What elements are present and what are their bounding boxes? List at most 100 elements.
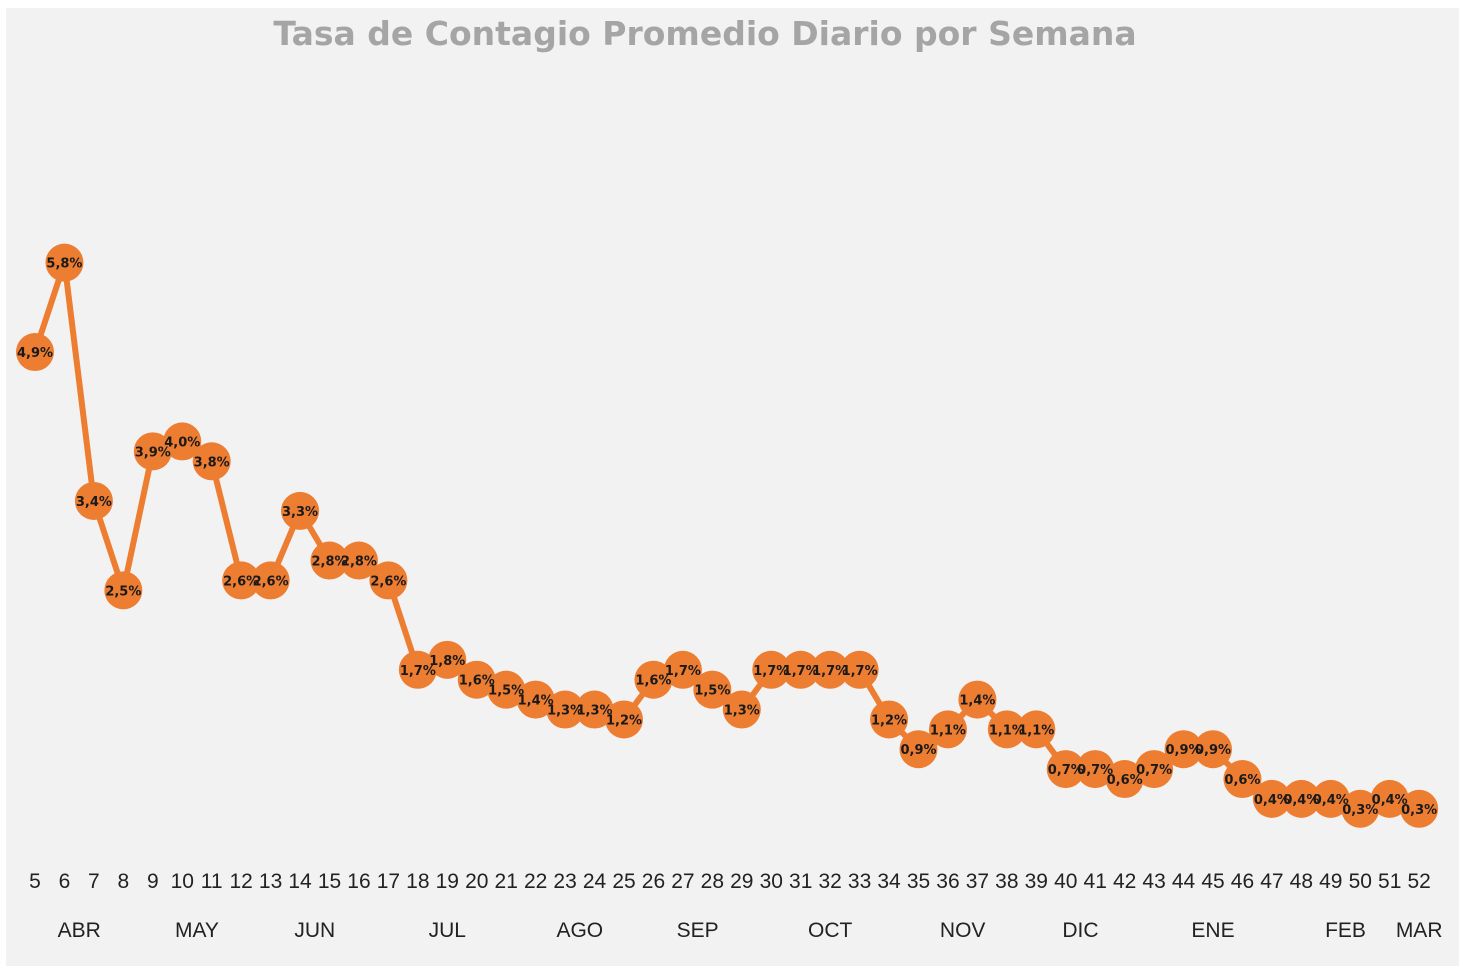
data-label: 3,8% — [194, 455, 230, 470]
x-tick-label: 34 — [877, 870, 901, 893]
data-point — [1017, 710, 1056, 749]
data-label: 0,4% — [1313, 793, 1349, 808]
data-point — [1194, 730, 1232, 769]
x-tick-label: 23 — [553, 870, 576, 893]
data-point — [1282, 779, 1321, 818]
x-tick-label: 48 — [1290, 870, 1313, 893]
data-label: 1,3% — [577, 704, 613, 719]
data-point — [575, 690, 614, 729]
series-line — [32, 259, 1421, 812]
data-label: 0,6% — [1224, 773, 1260, 788]
data-label: 2,6% — [370, 574, 406, 589]
data-label: 1,7% — [665, 664, 701, 679]
x-tick-label: 14 — [288, 870, 312, 893]
x-tick-label: 13 — [259, 870, 282, 893]
data-label: 1,7% — [753, 664, 789, 679]
month-label: MAR — [1396, 919, 1443, 942]
month-label: OCT — [808, 919, 853, 942]
x-tick-label: 32 — [818, 870, 841, 893]
data-point — [752, 650, 791, 689]
data-point — [958, 680, 997, 719]
data-label: 4,9% — [17, 346, 53, 361]
plot-area — [6, 8, 1459, 966]
data-label: 0,9% — [900, 743, 936, 758]
data-label: 1,7% — [842, 664, 878, 679]
data-label: 1,5% — [488, 684, 524, 699]
month-label: DIC — [1062, 919, 1098, 942]
data-point — [1400, 789, 1439, 828]
data-label: 1,1% — [930, 723, 966, 738]
month-labels: ABR MAY JUN JUL AGO SEP OCT NOV DIC ENE FEB MAR — [58, 919, 1443, 942]
x-tick-label: 8 — [118, 870, 130, 893]
data-point — [663, 650, 702, 689]
data-point — [987, 710, 1026, 749]
x-tick-label: 39 — [1025, 870, 1048, 893]
x-tick-label: 46 — [1231, 870, 1254, 893]
data-point — [428, 640, 467, 679]
month-label: ENE — [1191, 919, 1234, 942]
data-point — [1164, 730, 1203, 769]
data-point — [163, 422, 202, 461]
x-tick-label: 21 — [495, 870, 518, 893]
x-axis-ticks: 5 6 7 8 9 10 11 12 13 14 15 16 17 18 19 20 21 22 23 24 25 26 2… — [29, 870, 1431, 893]
x-tick-label: 6 — [59, 870, 71, 893]
month-label: FEB — [1325, 919, 1366, 942]
month-label: NOV — [940, 919, 986, 942]
x-tick-label: 30 — [760, 870, 783, 893]
x-tick-label: 43 — [1142, 870, 1165, 893]
data-point — [1046, 750, 1085, 789]
data-label: 0,3% — [1342, 803, 1378, 818]
data-point — [634, 660, 673, 699]
data-point — [928, 710, 967, 749]
x-tick-label: 36 — [936, 870, 959, 893]
x-tick-label: 31 — [789, 870, 812, 893]
data-label: 1,8% — [429, 654, 465, 669]
data-point — [457, 660, 496, 699]
data-label: 2,6% — [253, 574, 289, 589]
data-point — [487, 670, 526, 709]
data-label: 0,4% — [1283, 793, 1319, 808]
data-point — [251, 561, 290, 600]
x-tick-label: 24 — [583, 870, 607, 893]
x-tick-label: 49 — [1319, 870, 1342, 893]
data-point — [1135, 750, 1174, 789]
data-labels-group: 4,9%5,8%3,4%2,5%3,9%4,0%3,8%2,6%2,6%3,3%… — [17, 257, 1437, 818]
data-label: 5,8% — [46, 257, 82, 272]
data-point — [16, 333, 54, 372]
x-tick-label: 17 — [377, 870, 400, 893]
x-tick-label: 20 — [465, 870, 488, 893]
data-point — [781, 650, 820, 689]
data-point — [104, 571, 143, 610]
data-point — [1105, 760, 1144, 799]
data-label: 0,4% — [1372, 793, 1408, 808]
data-point — [811, 650, 850, 689]
month-label: JUN — [294, 919, 335, 942]
x-tick-label: 18 — [406, 870, 429, 893]
data-label: 2,6% — [223, 574, 259, 589]
data-label: 4,0% — [164, 435, 200, 450]
x-tick-label: 5 — [29, 870, 41, 893]
data-label: 1,7% — [400, 664, 436, 679]
data-label: 2,8% — [341, 555, 377, 570]
data-point — [222, 561, 261, 600]
month-label: MAY — [175, 919, 219, 942]
data-label: 3,3% — [282, 505, 318, 520]
month-label: SEP — [677, 919, 719, 942]
chart-title: Tasa de Contagio Promedio Diario por Sem… — [273, 14, 1137, 53]
data-point — [1341, 789, 1380, 828]
data-point — [693, 670, 732, 709]
month-label: JUL — [429, 919, 466, 942]
data-label: 0,7% — [1136, 763, 1172, 778]
x-tick-label: 50 — [1349, 870, 1372, 893]
data-point — [369, 561, 408, 600]
data-label: 0,9% — [1166, 743, 1202, 758]
data-points-group — [16, 243, 1439, 828]
x-tick-label: 27 — [671, 870, 694, 893]
data-label: 1,7% — [812, 664, 848, 679]
series-line-group — [32, 259, 1421, 812]
data-label: 1,7% — [783, 664, 819, 679]
data-point — [1311, 779, 1350, 818]
data-label: 1,1% — [1018, 723, 1054, 738]
